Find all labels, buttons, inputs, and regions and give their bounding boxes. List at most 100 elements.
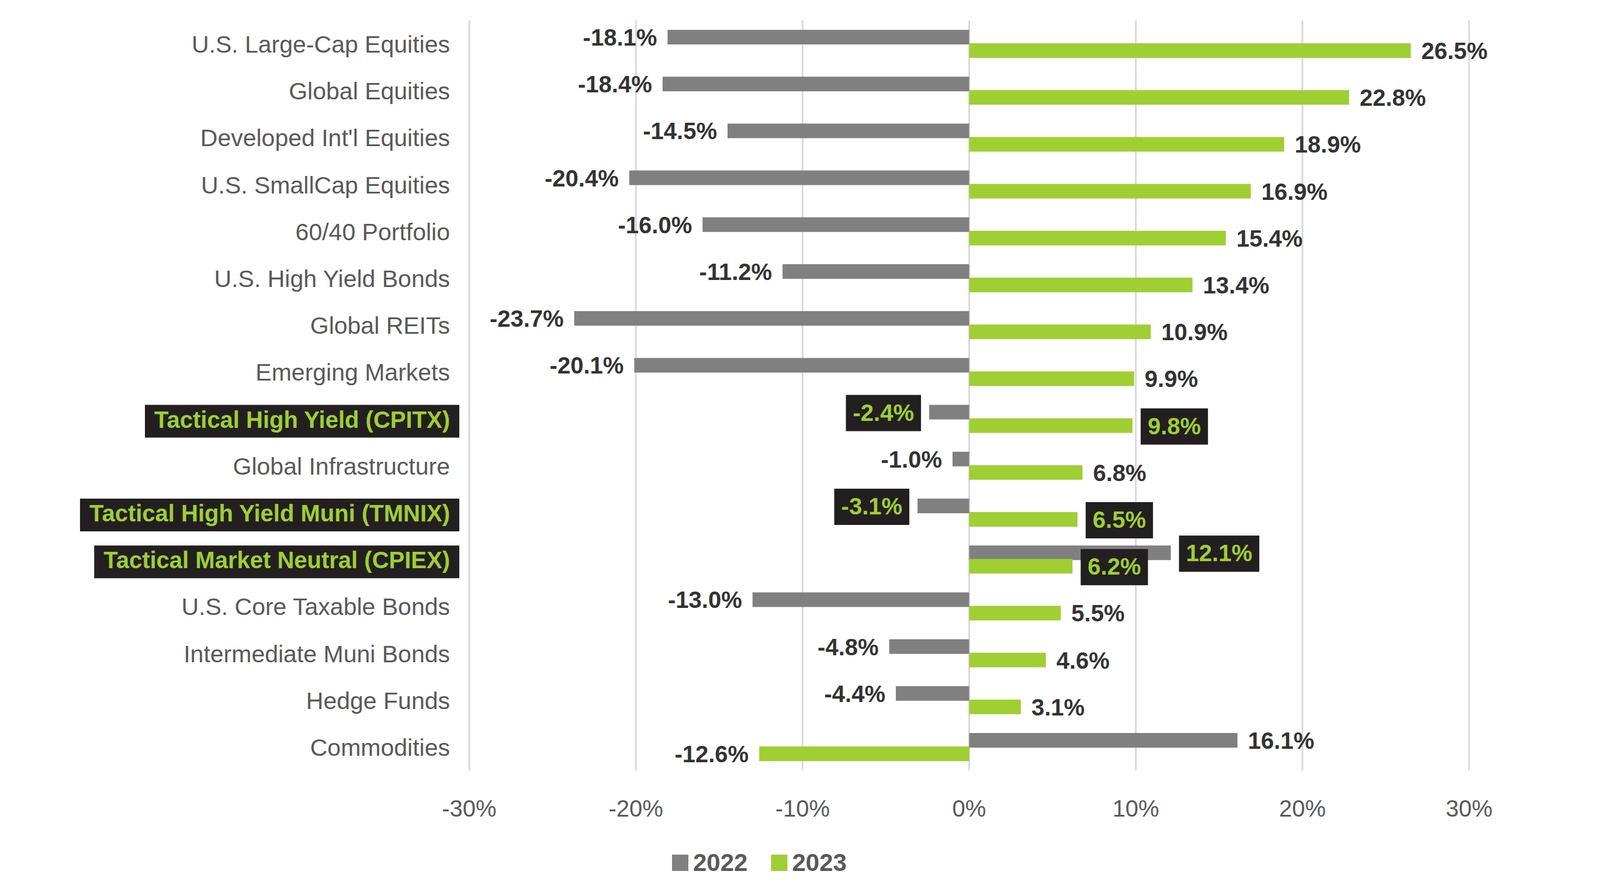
category: Global REITs: [310, 312, 450, 339]
data-label: 9.8%: [1140, 408, 1208, 445]
tick-label: -30%: [441, 795, 497, 822]
highlight-box: [94, 545, 460, 578]
data-label-text: -20.4%: [544, 165, 619, 192]
bar: [702, 217, 969, 232]
data-label-text: 26.5%: [1421, 37, 1488, 64]
bar: [969, 699, 1021, 715]
data-label: 13.4%: [1203, 272, 1270, 299]
tick-label: 20%: [1279, 795, 1326, 822]
bar: [634, 357, 969, 373]
bar: [952, 451, 970, 467]
category-label: U.S. High Yield Bonds: [214, 265, 450, 293]
bar: [969, 652, 1047, 668]
bar: [667, 29, 969, 45]
tick-label: 10%: [1112, 795, 1160, 822]
category-label: U.S. Core Taxable Bonds: [181, 593, 450, 621]
bar: [969, 277, 1193, 293]
data-label: -18.1%: [583, 24, 658, 51]
label-box: [1080, 548, 1148, 585]
data-label-text: -16.0%: [617, 212, 692, 238]
data-label: 6.8%: [1092, 459, 1146, 486]
data-label: 12.1%: [1179, 535, 1260, 572]
category-label: Global Equities: [288, 77, 450, 105]
bars: [574, 29, 1412, 761]
data-label: -14.5%: [642, 118, 718, 144]
category: Commodities: [310, 733, 450, 761]
bar: [629, 170, 970, 186]
data-label-text: 6.8%: [1092, 459, 1146, 486]
bar: [969, 511, 1078, 527]
category: Hedge Funds: [306, 687, 450, 715]
grid-line: [1468, 20, 1471, 771]
data-label-text: 22.8%: [1359, 84, 1426, 111]
data-label: -2.4%: [846, 395, 922, 432]
category-label: Global REITs: [310, 312, 450, 339]
data-label-text: -18.1%: [583, 24, 658, 51]
bar: [895, 686, 969, 701]
data-label: 22.8%: [1359, 84, 1426, 111]
chart: -30%-20%-10%0%10%20%30%U.S. Large-Cap Eq…: [0, 0, 1600, 885]
category: Emerging Markets: [255, 358, 450, 386]
data-label-text: -23.7%: [489, 305, 564, 332]
data-label: -4.4%: [824, 680, 886, 707]
grid-line: [468, 20, 471, 771]
category-label: Developed Int'l Equities: [200, 124, 450, 152]
bar: [969, 732, 1238, 748]
bar: [889, 639, 970, 654]
label-box: [1085, 501, 1153, 539]
category: U.S. Core Taxable Bonds: [181, 593, 450, 621]
bar: [574, 310, 970, 326]
data-label: 16.9%: [1261, 178, 1328, 205]
legend-label: 2022: [693, 848, 748, 876]
category: Tactical Market Neutral (CPIEX): [94, 545, 460, 578]
data-label: 6.2%: [1080, 548, 1148, 585]
data-label-text: -12.6%: [674, 740, 749, 767]
data-label: -3.1%: [834, 488, 910, 525]
category: Tactical High Yield (CPITX): [144, 404, 460, 438]
data-labels: -18.1% -18.4% -14.5% -20.4% -16.0% -11.2% -23.…: [489, 24, 1488, 767]
category-label: Commodities: [310, 733, 450, 761]
bar: [727, 123, 969, 138]
data-label-text: 4.6%: [1056, 647, 1110, 674]
legend-item: 2022: [672, 848, 748, 876]
bar: [969, 136, 1285, 152]
data-label: -11.2%: [699, 258, 773, 285]
label-box: [834, 488, 910, 525]
category-label: Tactical Market Neutral (CPIEX): [103, 546, 450, 573]
bar: [969, 418, 1133, 434]
data-label-text: -3.1%: [841, 493, 903, 519]
tick-label: -10%: [775, 795, 830, 822]
data-label-text: -18.4%: [577, 71, 653, 98]
data-label-text: -4.4%: [824, 680, 886, 707]
data-label: 5.5%: [1071, 600, 1125, 626]
data-label-text: 18.9%: [1294, 131, 1361, 158]
legend-swatch: [672, 854, 689, 871]
data-label: 3.1%: [1031, 694, 1085, 720]
data-label-text: -2.4%: [853, 399, 915, 426]
category-label: 60/40 Portfolio: [295, 218, 450, 246]
category: U.S. Large-Cap Equities: [191, 30, 450, 58]
legend-swatch: [770, 854, 788, 871]
highlight-box: [80, 498, 460, 532]
bar: [759, 746, 969, 761]
data-label: 9.9%: [1144, 365, 1198, 392]
data-label: 10.9%: [1161, 319, 1228, 345]
bar: [752, 591, 970, 607]
category-label: Hedge Funds: [306, 687, 450, 715]
data-label: -20.1%: [549, 352, 625, 379]
label-box: [1140, 408, 1208, 445]
data-label-text: -20.1%: [549, 352, 625, 379]
data-label-text: 9.8%: [1147, 413, 1201, 439]
label-box: [1179, 535, 1260, 572]
data-label: 6.5%: [1085, 501, 1153, 539]
data-label-text: 5.5%: [1071, 600, 1125, 626]
bar: [969, 184, 1252, 199]
bar: [969, 230, 1227, 246]
data-label-text: -13.0%: [667, 586, 743, 613]
data-label: 26.5%: [1421, 37, 1488, 64]
data-label-text: -11.2%: [699, 258, 773, 285]
category: Intermediate Muni Bonds: [183, 640, 450, 668]
data-label: -23.7%: [489, 305, 564, 332]
tick-label: 30%: [1445, 795, 1493, 822]
data-label: 15.4%: [1236, 225, 1303, 252]
